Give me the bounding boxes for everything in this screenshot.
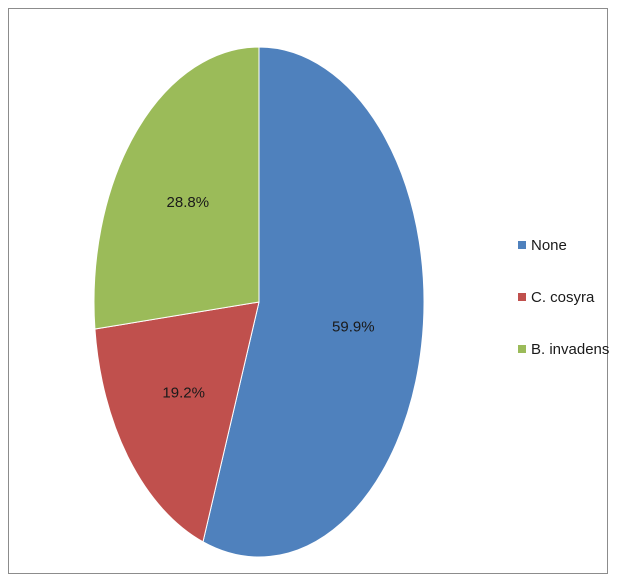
legend-item-b-invadens: B. invadens (518, 340, 609, 358)
legend-item-none: None (518, 236, 609, 254)
legend-item-c-cosyra: C. cosyra (518, 288, 609, 306)
pie-slice-labels: 59.9% 19.2% 28.8% (162, 194, 374, 401)
pie-slice-c-cosyra (94, 301, 260, 543)
legend: None C. cosyra B. invadens (518, 236, 609, 392)
legend-swatch-c-cosyra (518, 293, 526, 301)
pie-slice-none (202, 46, 425, 558)
pie-slices (93, 46, 425, 558)
pie-slice-label-none: 59.9% (332, 318, 375, 335)
pie-slice-label-c-cosyra: 19.2% (162, 384, 205, 401)
legend-label-b-invadens: B. invadens (531, 340, 610, 358)
legend-label-none: None (531, 236, 567, 254)
legend-swatch-b-invadens (518, 345, 526, 353)
pie-slice-b-invadens (93, 46, 260, 330)
legend-label-c-cosyra: C. cosyra (531, 288, 595, 306)
legend-swatch-none (518, 241, 526, 249)
pie-slice-label-b-invadens: 28.8% (167, 194, 210, 211)
